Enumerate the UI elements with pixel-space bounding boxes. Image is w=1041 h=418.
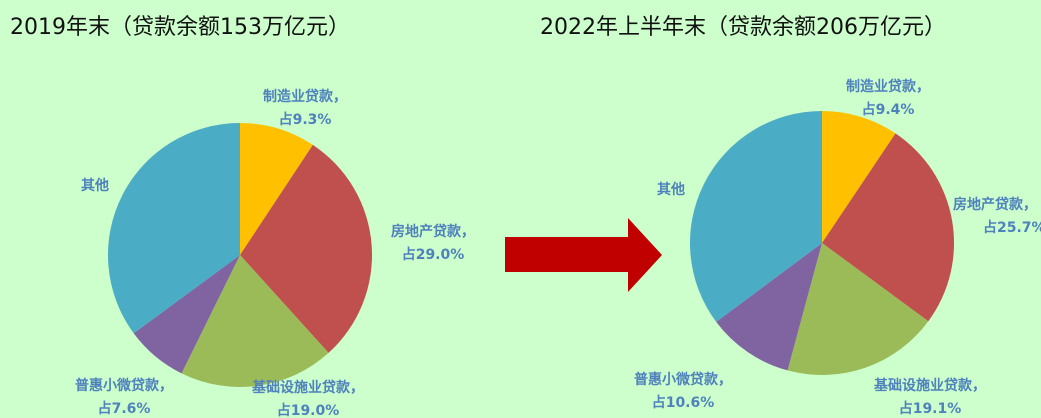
slice-label: 普惠小微贷款， (634, 371, 732, 388)
slice-label: 基础设施业贷款， (874, 377, 986, 394)
slice-label: 房地产贷款， (391, 223, 475, 240)
slice-label: 其他 (81, 177, 109, 194)
pie-slice (107, 123, 240, 334)
value-label: 占9.4% (862, 101, 915, 118)
pie-slice (822, 133, 954, 322)
slice-label: 基础设施业贷款， (252, 379, 364, 396)
pie-slice (690, 111, 822, 322)
pie-slice (787, 243, 929, 376)
arrow (505, 218, 662, 292)
slice-label: 制造业贷款， (846, 78, 930, 95)
value-label: 占19.0% (277, 402, 340, 418)
value-label: 占9.3% (279, 111, 332, 128)
value-label: 占25.7% (983, 219, 1041, 236)
pie-slice (240, 123, 313, 255)
slice-label: 制造业贷款， (263, 88, 347, 105)
slice-label: 其他 (657, 181, 685, 198)
value-label: 占10.6% (652, 394, 715, 411)
slice-label: 房地产贷款， (953, 196, 1037, 213)
pie-slice (133, 255, 240, 374)
chart-title: 2019年末（贷款余额153万亿元） (10, 15, 350, 40)
chart-title: 2022年上半年末（贷款余额206万亿元） (540, 15, 946, 40)
pie-slice (716, 243, 822, 371)
slice-label: 普惠小微贷款， (75, 377, 173, 394)
pie-slice (822, 111, 896, 243)
value-label: 占29.0% (402, 246, 465, 263)
pie-slice (181, 255, 329, 388)
value-label: 占19.1% (899, 400, 962, 417)
pie-slice (240, 144, 372, 353)
value-label: 占7.6% (98, 400, 151, 417)
